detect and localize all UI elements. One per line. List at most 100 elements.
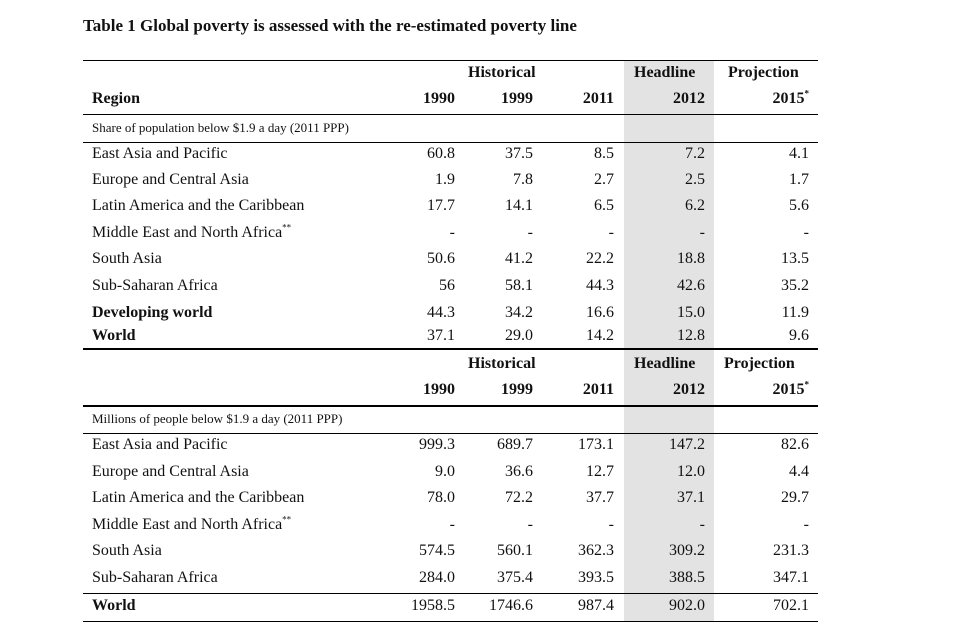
value-cell: 1.7 bbox=[789, 171, 809, 188]
region-text: Developing world bbox=[92, 304, 213, 321]
value-cell: 78.0 bbox=[427, 489, 455, 506]
value-cell: 44.3 bbox=[427, 304, 455, 321]
rule-top bbox=[83, 60, 818, 61]
region-text: Latin America and the Caribbean bbox=[92, 197, 305, 214]
region-label: Latin America and the Caribbean bbox=[92, 197, 304, 215]
value-cell: 2.5 bbox=[685, 171, 705, 188]
value-cell: - bbox=[449, 224, 455, 241]
footnote-mark: ** bbox=[282, 222, 292, 233]
value-cell: 6.5 bbox=[594, 197, 614, 214]
year-header: 1999 bbox=[501, 381, 533, 398]
rule-header-2 bbox=[83, 405, 818, 407]
value-cell: 72.2 bbox=[505, 489, 533, 506]
region-label: World bbox=[92, 327, 136, 345]
value-cell: 29.0 bbox=[505, 327, 533, 344]
value-cell: - bbox=[803, 516, 809, 533]
region-text: Middle East and North Africa bbox=[92, 224, 283, 241]
rule-bottom bbox=[83, 621, 818, 622]
value-cell: 347.1 bbox=[773, 569, 809, 586]
value-cell: 393.5 bbox=[578, 569, 614, 586]
group-projection: Projection bbox=[728, 64, 799, 81]
value-cell: - bbox=[699, 516, 705, 533]
table-row: World 37.1 29.0 14.2 12.8 9.6 bbox=[83, 327, 818, 353]
region-label: Latin America and the Caribbean bbox=[92, 489, 304, 507]
section-subtitle: Millions of people below $1.9 a day (201… bbox=[92, 411, 343, 426]
group-headline: Headline bbox=[634, 64, 696, 81]
value-cell: 147.2 bbox=[669, 436, 705, 453]
table-row: Latin America and the Caribbean 17.7 14.1 6… bbox=[83, 197, 818, 223]
value-cell: 14.1 bbox=[505, 197, 533, 214]
region-label: Europe and Central Asia bbox=[92, 171, 249, 189]
table-row: Latin America and the Caribbean 78.0 72.2 3… bbox=[83, 489, 818, 515]
table-row: South Asia 50.6 41.2 22.2 18.8 13.5 bbox=[83, 250, 818, 276]
value-cell: 37.1 bbox=[427, 327, 455, 344]
headline-column-shade bbox=[624, 60, 714, 621]
value-cell: - bbox=[608, 516, 614, 533]
table-row: East Asia and Pacific 999.3 689.7 173.1 147.… bbox=[83, 436, 818, 462]
value-cell: 2.7 bbox=[594, 171, 614, 188]
region-text: Sub-Saharan Africa bbox=[92, 569, 218, 586]
footnote-mark: * bbox=[804, 379, 810, 390]
region-label: Middle East and North Africa** bbox=[92, 222, 292, 242]
value-cell: 36.6 bbox=[505, 463, 533, 480]
value-cell: 6.2 bbox=[685, 197, 705, 214]
region-text: South Asia bbox=[92, 250, 162, 267]
value-cell: 37.7 bbox=[586, 489, 614, 506]
region-label: South Asia bbox=[92, 542, 162, 560]
value-cell: 12.0 bbox=[677, 463, 705, 480]
value-cell: - bbox=[803, 224, 809, 241]
value-cell: 15.0 bbox=[677, 304, 705, 321]
value-cell: 388.5 bbox=[669, 569, 705, 586]
year-header: 1990 bbox=[423, 381, 455, 398]
rule-section-1-end bbox=[83, 348, 818, 350]
value-cell: 16.6 bbox=[586, 304, 614, 321]
region-label: Europe and Central Asia bbox=[92, 463, 249, 481]
value-cell: 60.8 bbox=[427, 145, 455, 162]
year-header: 1990 bbox=[423, 90, 455, 107]
value-cell: 34.2 bbox=[505, 304, 533, 321]
value-cell: 4.4 bbox=[789, 463, 809, 480]
group-headline: Headline bbox=[634, 355, 696, 372]
table-row: Sub-Saharan Africa 284.0 375.4 393.5 388.5 34… bbox=[83, 569, 818, 595]
value-cell: 9.0 bbox=[435, 463, 455, 480]
year-header: 2015* bbox=[729, 89, 810, 108]
year-text: 2015 bbox=[772, 381, 805, 398]
year-header: 2011 bbox=[582, 381, 614, 398]
region-text: World bbox=[92, 327, 136, 344]
value-cell: - bbox=[699, 224, 705, 241]
value-cell: - bbox=[449, 516, 455, 533]
value-cell: 362.3 bbox=[578, 542, 614, 559]
value-cell: 1958.5 bbox=[411, 597, 455, 614]
year-header: 2011 bbox=[582, 90, 614, 107]
value-cell: 37.1 bbox=[677, 489, 705, 506]
table-row: World 1958.5 1746.6 987.4 902.0 702.1 bbox=[83, 597, 818, 623]
value-cell: 13.5 bbox=[781, 250, 809, 267]
value-cell: 9.6 bbox=[789, 327, 809, 344]
value-cell: 42.6 bbox=[677, 277, 705, 294]
value-cell: 12.8 bbox=[677, 327, 705, 344]
value-cell: 284.0 bbox=[419, 569, 455, 586]
section-subtitle: Share of population below $1.9 a day (20… bbox=[92, 120, 349, 135]
value-cell: 12.7 bbox=[586, 463, 614, 480]
year-header: 2012 bbox=[673, 90, 705, 107]
value-cell: 231.3 bbox=[773, 542, 809, 559]
rule-header-1 bbox=[83, 114, 818, 115]
value-cell: 173.1 bbox=[578, 436, 614, 453]
table-row: Sub-Saharan Africa 56 58.1 44.3 42.6 35.2 bbox=[83, 277, 818, 303]
value-cell: 309.2 bbox=[669, 542, 705, 559]
value-cell: 11.9 bbox=[781, 304, 809, 321]
region-text: Middle East and North Africa bbox=[92, 516, 283, 533]
region-text: Europe and Central Asia bbox=[92, 463, 249, 480]
value-cell: 5.6 bbox=[789, 197, 809, 214]
group-historical: Historical bbox=[468, 64, 536, 81]
region-label: Developing world bbox=[92, 304, 212, 322]
value-cell: 56 bbox=[439, 277, 455, 294]
value-cell: 50.6 bbox=[427, 250, 455, 267]
value-cell: 44.3 bbox=[586, 277, 614, 294]
value-cell: 689.7 bbox=[497, 436, 533, 453]
region-label: Sub-Saharan Africa bbox=[92, 569, 218, 587]
value-cell: 999.3 bbox=[419, 436, 455, 453]
region-label: East Asia and Pacific bbox=[92, 436, 228, 454]
region-text: Europe and Central Asia bbox=[92, 171, 249, 188]
table-row: Developing world 44.3 34.2 16.6 15.0 11.9 bbox=[83, 304, 818, 330]
